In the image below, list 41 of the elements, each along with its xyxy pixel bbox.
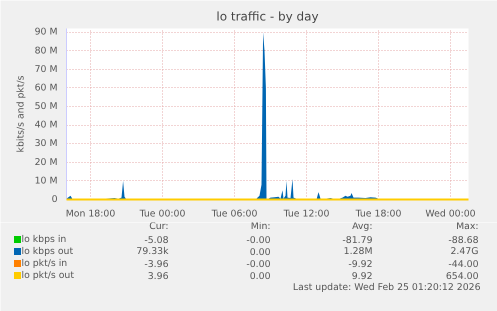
text: 1.28M: [344, 246, 373, 257]
text: 9.92: [352, 271, 373, 282]
y-tick-label: 10 M: [34, 175, 58, 186]
x-tick-label: Tue 18:00: [354, 208, 402, 220]
y-tick-label: 50 M: [34, 101, 58, 112]
text: -9.92: [348, 259, 373, 270]
y-tick-label: 90 M: [34, 26, 58, 38]
text: -0.00: [246, 259, 271, 270]
text: Max:: [456, 221, 479, 232]
text: 0.00: [250, 271, 271, 282]
text: Last update: Wed Feb 25 01:20:12 2026: [292, 282, 481, 293]
x-tick-label: Tue 12:00: [282, 208, 330, 220]
legend-label: lo pkt/s in: [22, 258, 68, 269]
text: -44.00: [448, 259, 479, 270]
text: -5.08: [144, 235, 169, 246]
legend-label: lo kbps in: [22, 234, 66, 245]
text: 2.47G: [450, 246, 478, 257]
x-tick-label: Tue 06:00: [210, 208, 258, 220]
y-tick-label: 30 M: [34, 138, 58, 150]
text: -0.00: [246, 235, 271, 246]
text: -88.68: [448, 235, 479, 246]
x-tick-label: Mon 18:00: [66, 208, 116, 220]
text: Avg:: [352, 221, 373, 232]
y-tick-label: 80 M: [34, 45, 58, 56]
y-tick-label: 40 M: [34, 120, 58, 131]
chart-title: lo traffic - by day: [216, 10, 319, 24]
text: -3.96: [144, 259, 169, 270]
y-tick-label: 70 M: [34, 64, 58, 75]
text: 0.00: [250, 247, 271, 258]
legend-label: lo pkt/s out: [22, 270, 74, 281]
text: -81.79: [342, 235, 373, 246]
y-tick-label: 0: [52, 194, 58, 205]
y-tick-label: 60 M: [34, 82, 58, 94]
x-tick-label: Tue 00:00: [138, 208, 186, 220]
y-axis-title: kbits/s and pkt/s: [16, 75, 27, 152]
legend-label: lo kbps out: [22, 246, 74, 257]
text: 3.96: [148, 271, 169, 282]
y-tick-label: 20 M: [34, 156, 58, 168]
text: 654.00: [446, 271, 479, 282]
text: 79.33k: [136, 246, 170, 257]
x-tick-label: Wed 00:00: [425, 208, 476, 220]
